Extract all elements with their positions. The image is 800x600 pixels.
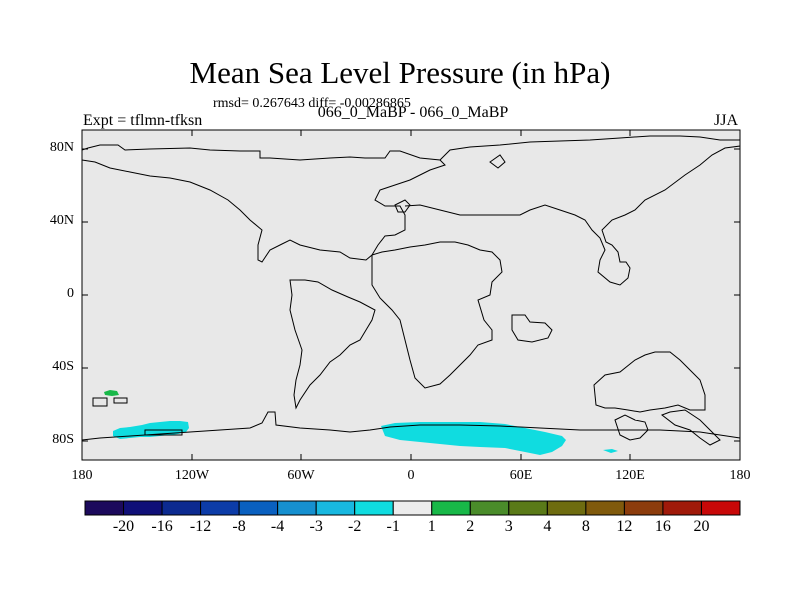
anomaly-patch-atlantic-indian [381, 422, 566, 455]
coastlines [81, 135, 741, 446]
anomaly-patch-positive [104, 390, 119, 396]
lat-label-80s: 80S [52, 432, 74, 447]
colorbar-label: -3 [309, 518, 323, 535]
lon-label-60e: 60E [509, 468, 533, 483]
lon-label-120e: 120E [615, 468, 645, 483]
map-background [82, 130, 740, 460]
experiment-label: Expt = tflmn-tfksn [83, 112, 203, 129]
colorbar-label: 4 [543, 518, 552, 535]
chart-title: Mean Sea Level Pressure (in hPa) [189, 55, 611, 90]
lat-label-40s: 40S [52, 359, 74, 374]
colorbar-swatch [315, 500, 356, 516]
lat-label-80n: 80N [49, 140, 74, 155]
colorbar-label: -1 [386, 518, 400, 535]
lon-label-180w: 180 [71, 468, 93, 483]
colorbar-swatch [161, 500, 202, 516]
lon-label-120w: 120W [174, 468, 210, 483]
colorbar-label: 20 [693, 518, 710, 535]
colorbar-swatch [354, 500, 394, 516]
colorbar-swatch [84, 500, 125, 516]
colorbar-label: -12 [189, 518, 212, 535]
colorbar-label: -8 [232, 518, 246, 535]
stats-subtitle: rmsd= 0.267643 diff= -0.00286865 [213, 96, 411, 111]
colorbar-swatch [546, 500, 587, 516]
comparison-label: 066_0_MaBP - 066_0_MaBP [317, 104, 509, 121]
colorbar [84, 500, 741, 516]
anomaly-patch-small [603, 449, 618, 453]
colorbar-swatch [123, 500, 163, 516]
colorbar-label: 16 [654, 518, 671, 535]
colorbar-swatch [200, 500, 240, 516]
colorbar-label: 1 [427, 518, 436, 535]
lon-label-60w: 60W [287, 468, 315, 483]
colorbar-label: 3 [504, 518, 513, 535]
colorbar-label: 2 [466, 518, 475, 535]
colorbar-swatch [508, 500, 548, 516]
colorbar-swatch [277, 500, 317, 516]
colorbar-swatch [238, 500, 279, 516]
season-label: JJA [714, 112, 739, 129]
colorbar-swatch [469, 500, 510, 516]
colorbar-label: 8 [581, 518, 590, 535]
lon-label-0: 0 [407, 468, 415, 483]
colorbar-label: 12 [616, 518, 633, 535]
colorbar-swatch [431, 500, 471, 516]
colorbar-label: -2 [348, 518, 362, 535]
colorbar-label: -20 [112, 518, 135, 535]
lat-label-40n: 40N [49, 213, 74, 228]
lat-ticks [82, 148, 740, 442]
colorbar-swatch [662, 500, 702, 516]
lon-label-180e: 180 [729, 468, 751, 483]
colorbar-label: -16 [151, 518, 173, 535]
colorbar-swatch [700, 500, 741, 516]
colorbar-swatch [623, 500, 664, 516]
lon-ticks [191, 130, 631, 460]
colorbar-label: -4 [270, 518, 285, 535]
colorbar-swatch [392, 500, 433, 516]
colorbar-swatch [585, 500, 625, 516]
lat-label-0: 0 [67, 286, 74, 301]
